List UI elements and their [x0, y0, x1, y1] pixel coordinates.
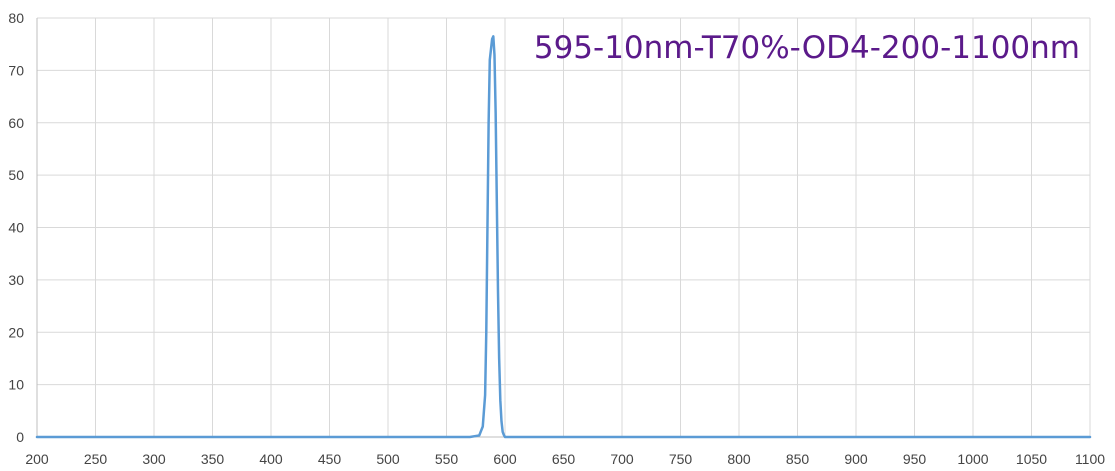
x-tick-labels: 200 250 300 350 400 450 500 550 600 650 700 750 800 8…	[25, 451, 1105, 467]
y-tick-label: 80	[8, 10, 24, 26]
x-tick-label: 750	[669, 451, 693, 467]
x-tick-label: 350	[201, 451, 225, 467]
y-tick-label: 30	[8, 272, 24, 288]
x-tick-label: 450	[318, 451, 342, 467]
series-layer	[35, 35, 1092, 439]
x-tick-label: 900	[844, 451, 868, 467]
grid-lines	[37, 17, 1091, 437]
y-tick-labels: 0 10 20 30 40 50 60 70 80	[8, 10, 24, 445]
x-tick-label: 950	[903, 451, 927, 467]
y-tick-label: 0	[16, 429, 24, 445]
chart-title: 595-10nm-T70%-OD4-200-1100nm	[534, 30, 1080, 66]
y-tick-label: 60	[8, 115, 24, 131]
x-tick-label: 1000	[957, 451, 988, 467]
x-tick-label: 250	[84, 451, 108, 467]
x-tick-label: 200	[25, 451, 49, 467]
series-line	[35, 35, 1092, 439]
x-tick-label: 1050	[1016, 451, 1047, 467]
x-tick-label: 850	[786, 451, 810, 467]
x-tick-label: 400	[259, 451, 283, 467]
x-tick-label: 650	[552, 451, 576, 467]
y-tick-label: 10	[8, 377, 24, 393]
x-tick-label: 550	[435, 451, 459, 467]
x-tick-label: 500	[376, 451, 400, 467]
y-tick-label: 70	[8, 62, 24, 78]
x-tick-label: 600	[493, 451, 517, 467]
x-tick-label: 700	[610, 451, 634, 467]
y-tick-label: 50	[8, 167, 24, 183]
x-tick-label: 800	[727, 451, 751, 467]
y-tick-label: 20	[8, 324, 24, 340]
x-tick-label: 300	[142, 451, 166, 467]
x-tick-label: 1100	[1075, 451, 1105, 467]
y-tick-label: 40	[8, 220, 24, 236]
